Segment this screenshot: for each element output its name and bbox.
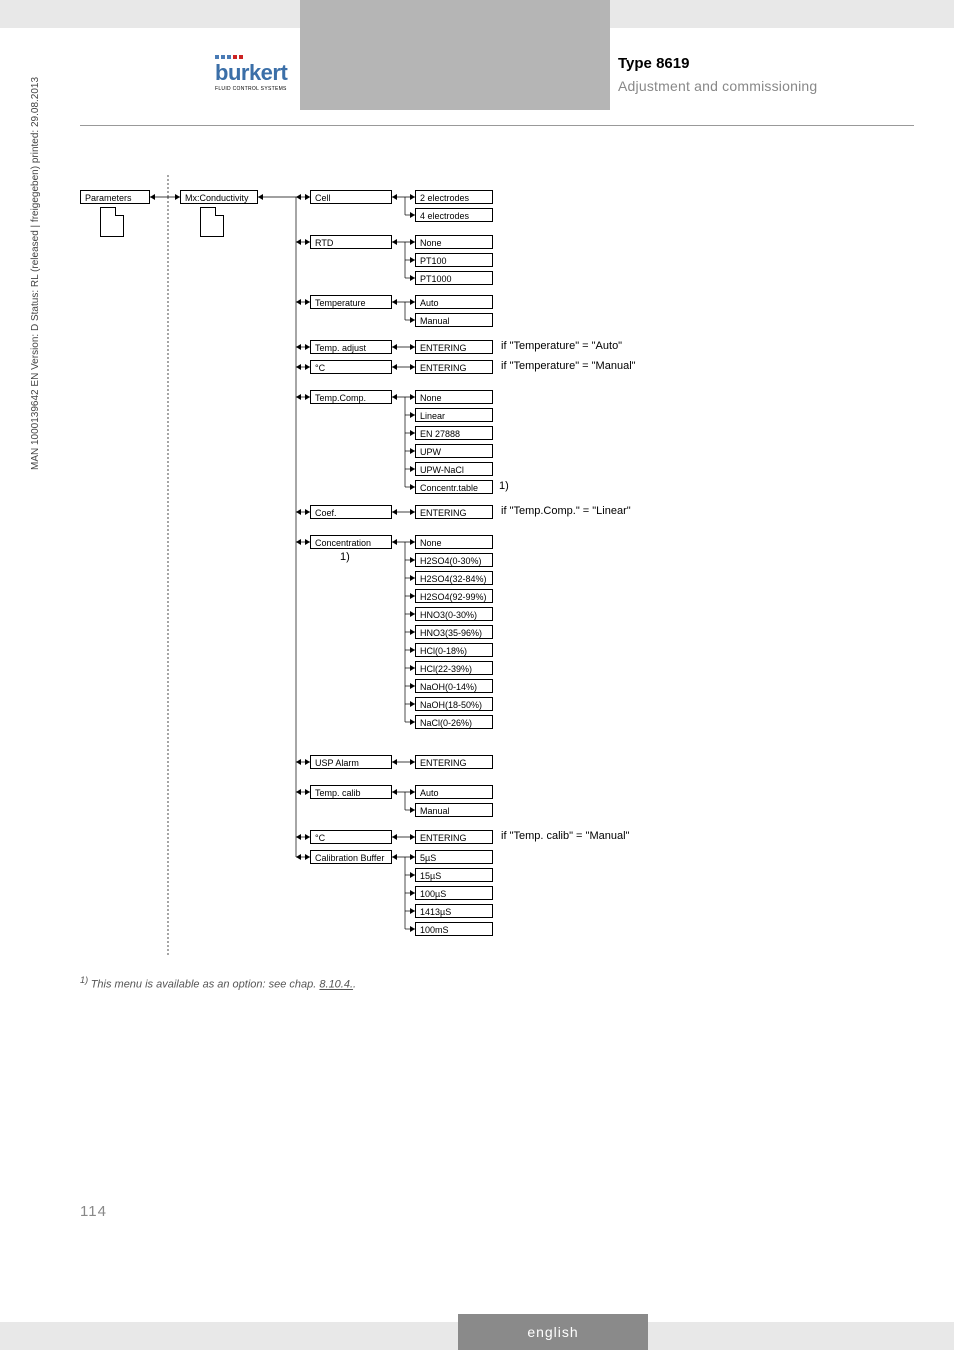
opt-cbuf-4: 100mS [415, 922, 493, 936]
node-usp: USP Alarm [310, 755, 392, 769]
opt-conc-7: HCl(22-39%) [415, 661, 493, 675]
opt-degc2-0: ENTERING [415, 830, 493, 844]
doc-icon [100, 207, 124, 237]
opt-cell-0: 2 electrodes [415, 190, 493, 204]
opt-cell-1: 4 electrodes [415, 208, 493, 222]
opt-tcomp-5: Concentr.table [415, 480, 493, 494]
logo: burkert FLUID CONTROL SYSTEMS [215, 55, 310, 92]
opt-temp-0: Auto [415, 295, 493, 309]
page-title: Type 8619 [618, 55, 689, 72]
annot-tcomp-last: 1) [499, 480, 509, 492]
subnote-conc: 1) [340, 551, 350, 563]
node-temp: Temperature [310, 295, 392, 309]
opt-conc-10: NaCl(0-26%) [415, 715, 493, 729]
logo-brand: burkert [215, 60, 310, 86]
language-tab: english [458, 1314, 648, 1350]
node-coef: Coef. [310, 505, 392, 519]
node-tcomp: Temp.Comp. [310, 390, 392, 404]
opt-tcomp-2: EN 27888 [415, 426, 493, 440]
footnote: 1) This menu is available as an option: … [80, 975, 356, 991]
opt-conc-0: None [415, 535, 493, 549]
opt-conc-2: H2SO4(32-84%) [415, 571, 493, 585]
opt-tcomp-3: UPW [415, 444, 493, 458]
logo-tagline: FLUID CONTROL SYSTEMS [215, 86, 310, 92]
opt-rtd-1: PT100 [415, 253, 493, 267]
footnote-link[interactable]: 8.10.4. [319, 979, 353, 991]
opt-rtd-2: PT1000 [415, 271, 493, 285]
node-tcalib: Temp. calib [310, 785, 392, 799]
opt-conc-4: HNO3(0-30%) [415, 607, 493, 621]
opt-usp-0: ENTERING [415, 755, 493, 769]
menu-tree-diagram: Parameters Mx:Conductivity Cell 2 electrode… [80, 175, 840, 955]
annot-degc2: if "Temp. calib" = "Manual" [501, 830, 629, 842]
node-parameters: Parameters [80, 190, 150, 204]
opt-cbuf-3: 1413µS [415, 904, 493, 918]
opt-tcomp-4: UPW-NaCl [415, 462, 493, 476]
page-number: 114 [80, 1203, 107, 1220]
opt-temp-1: Manual [415, 313, 493, 327]
opt-tcalib-0: Auto [415, 785, 493, 799]
opt-cbuf-0: 5µS [415, 850, 493, 864]
opt-conc-5: HNO3(35-96%) [415, 625, 493, 639]
opt-conc-8: NaOH(0-14%) [415, 679, 493, 693]
opt-tcomp-0: None [415, 390, 493, 404]
opt-cbuf-1: 15µS [415, 868, 493, 882]
opt-tadj-0: ENTERING [415, 340, 493, 354]
node-degc2: °C [310, 830, 392, 844]
opt-degc1-0: ENTERING [415, 360, 493, 374]
opt-conc-9: NaOH(18-50%) [415, 697, 493, 711]
doc-icon [200, 207, 224, 237]
opt-tcomp-1: Linear [415, 408, 493, 422]
opt-conc-3: H2SO4(92-99%) [415, 589, 493, 603]
opt-conc-6: HCl(0-18%) [415, 643, 493, 657]
annot-tadj: if "Temperature" = "Auto" [501, 340, 622, 352]
side-metadata: MAN 1000139642 EN Version: D Status: RL … [30, 77, 41, 470]
annot-degc1: if "Temperature" = "Manual" [501, 360, 636, 372]
annot-coef: if "Temp.Comp." = "Linear" [501, 505, 631, 517]
header-grey-block [300, 0, 610, 110]
node-cbuf: Calibration Buffer [310, 850, 392, 864]
node-conductivity: Mx:Conductivity [180, 190, 258, 204]
page-subtitle: Adjustment and commissioning [618, 78, 817, 94]
opt-tcalib-1: Manual [415, 803, 493, 817]
opt-rtd-0: None [415, 235, 493, 249]
opt-coef-0: ENTERING [415, 505, 493, 519]
node-rtd: RTD [310, 235, 392, 249]
node-cell: Cell [310, 190, 392, 204]
header-divider [80, 125, 914, 126]
node-tadj: Temp. adjust [310, 340, 392, 354]
node-degc1: °C [310, 360, 392, 374]
node-conc: Concentration [310, 535, 392, 549]
opt-cbuf-2: 100µS [415, 886, 493, 900]
opt-conc-1: H2SO4(0-30%) [415, 553, 493, 567]
